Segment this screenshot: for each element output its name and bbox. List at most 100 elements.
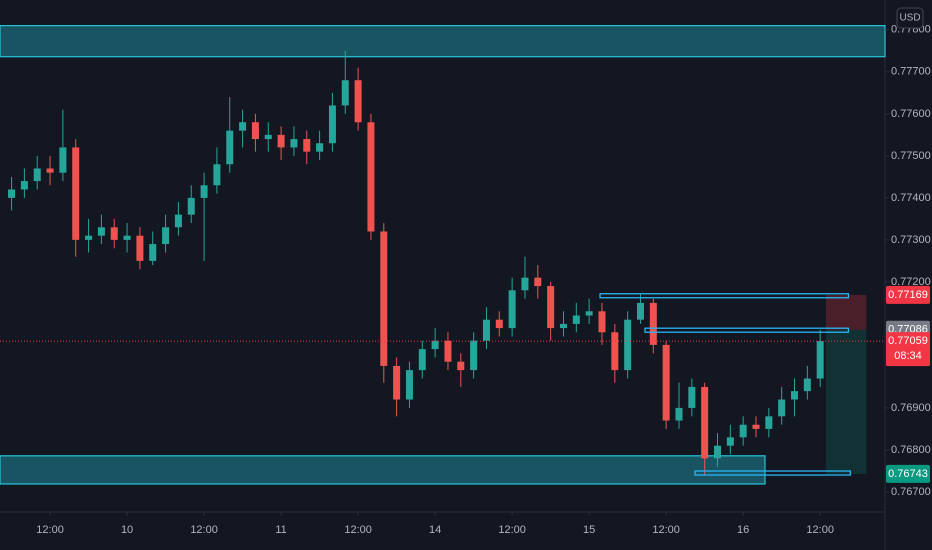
candle-body xyxy=(380,231,388,366)
candle-body xyxy=(585,311,593,316)
countdown: 08:34 xyxy=(894,350,922,362)
candle-body xyxy=(521,277,529,291)
candle-body xyxy=(33,168,41,182)
y-tick-label: 0.77500 xyxy=(891,150,931,162)
y-tick-label: 0.77300 xyxy=(891,234,931,246)
candle-body xyxy=(495,319,503,329)
last-price-label: 0.77059 xyxy=(888,335,928,347)
x-tick-label: 12:00 xyxy=(498,524,526,536)
x-tick-label: 16 xyxy=(737,524,749,536)
candle-body xyxy=(97,227,105,236)
candle-body xyxy=(85,235,93,240)
candle-body xyxy=(572,315,580,324)
y-tick-label: 0.77400 xyxy=(891,192,931,204)
x-tick-label: 12:00 xyxy=(344,524,372,536)
candle-body xyxy=(136,235,144,261)
candle-body xyxy=(46,168,54,173)
zone xyxy=(0,25,886,58)
zone xyxy=(0,455,766,485)
x-tick-label: 12:00 xyxy=(806,524,834,536)
stop-price-label-box xyxy=(886,285,930,304)
candle-body xyxy=(72,147,80,240)
stop-price-label: 0.77169 xyxy=(888,289,928,301)
level-box xyxy=(599,293,850,299)
candle-body xyxy=(739,424,747,438)
candle-body xyxy=(393,365,401,400)
candle-body xyxy=(367,122,375,232)
candle-body xyxy=(624,319,632,371)
candle-body xyxy=(200,185,208,198)
candle-body xyxy=(251,122,259,140)
plot-area xyxy=(0,25,886,485)
candle-body xyxy=(341,80,349,106)
candle-body xyxy=(239,122,247,131)
candle-body xyxy=(688,386,696,408)
candle-body xyxy=(559,323,567,329)
candle-body xyxy=(726,437,734,446)
candle-body xyxy=(123,235,131,240)
candle-body xyxy=(316,143,324,152)
candle-body xyxy=(470,340,478,371)
candle-body xyxy=(444,340,452,362)
y-tick-label: 0.76700 xyxy=(891,486,931,498)
candle-body xyxy=(303,139,311,152)
candle-body xyxy=(778,399,786,417)
position-target-area xyxy=(825,329,867,474)
x-tick-label: 11 xyxy=(275,524,286,536)
y-tick-label: 0.77600 xyxy=(891,108,931,120)
candle-body xyxy=(405,370,413,400)
candle-body xyxy=(20,181,28,190)
x-tick-label: 14 xyxy=(429,524,441,536)
candle-body xyxy=(149,244,157,261)
x-tick-label: 12:00 xyxy=(36,524,64,536)
candle-body xyxy=(213,164,221,186)
candle-body xyxy=(675,407,683,421)
candle-body xyxy=(482,319,490,341)
position-stop-area xyxy=(825,294,867,330)
level-box xyxy=(644,327,850,333)
currency-button[interactable]: USD xyxy=(899,13,920,24)
candle-body xyxy=(662,344,670,421)
candle-body xyxy=(598,311,606,333)
x-tick-label: 12:00 xyxy=(190,524,218,536)
candle-body xyxy=(264,134,272,140)
candle-body xyxy=(328,105,336,144)
level-box xyxy=(694,470,851,476)
candle-body xyxy=(508,290,516,329)
candle-body xyxy=(418,349,426,371)
candle-body xyxy=(547,286,555,329)
y-tick-label: 0.76800 xyxy=(891,444,931,456)
candle-body xyxy=(226,130,234,165)
last-price-label-box xyxy=(886,332,930,367)
candle-body xyxy=(791,391,799,400)
candle-body xyxy=(803,378,811,392)
candle-body xyxy=(701,386,709,459)
candle-body xyxy=(59,147,67,173)
candle-body xyxy=(649,302,657,345)
candle-body xyxy=(765,416,773,429)
candle-body xyxy=(713,445,721,459)
candle-body xyxy=(354,80,362,123)
candle-body xyxy=(816,341,824,379)
x-tick-label: 12:00 xyxy=(652,524,680,536)
y-tick-label: 0.77200 xyxy=(891,276,931,288)
candle-body xyxy=(431,340,439,350)
y-tick-label: 0.76900 xyxy=(891,402,931,414)
currency-button-bg xyxy=(896,7,924,29)
y-tick-label: 0.77700 xyxy=(891,66,931,78)
x-tick-label: 10 xyxy=(121,524,133,536)
candle-body xyxy=(110,227,118,240)
candle-body xyxy=(277,134,285,148)
candle-body xyxy=(457,361,465,371)
candle-body xyxy=(611,332,619,371)
x-tick-label: 15 xyxy=(583,524,595,536)
candle-body xyxy=(174,214,182,228)
candle-body xyxy=(534,277,542,287)
candle-body xyxy=(752,424,760,429)
target-price-label: 0.76743 xyxy=(888,468,928,480)
candle-body xyxy=(636,302,644,320)
candle-body xyxy=(290,139,298,148)
candle-body xyxy=(8,189,16,198)
